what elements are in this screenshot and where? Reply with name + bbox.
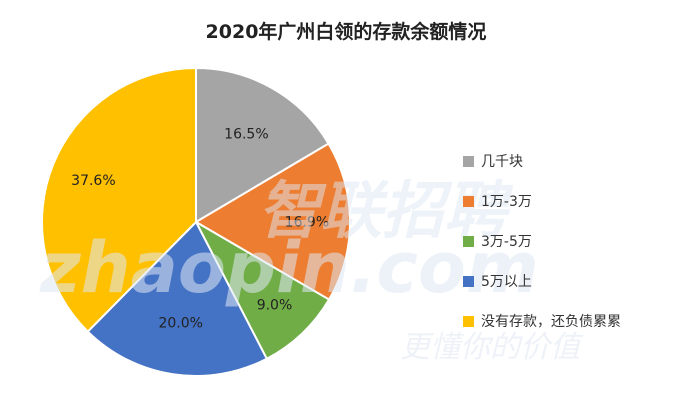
legend-swatch-4 <box>463 276 474 287</box>
pie-slice-4 <box>86 220 269 377</box>
legend-swatch-5 <box>463 316 474 327</box>
slice-label-2: 16.9% <box>285 215 329 231</box>
legend-label-5: 没有存款，还负债累累 <box>481 314 621 330</box>
watermark-slogan: 更懂你的价值 <box>400 330 584 365</box>
slice-label-4: 20.0% <box>158 316 202 332</box>
pie-slice-1 <box>195 66 330 224</box>
chart-title: 2020年广州白领的存款余额情况 <box>206 20 487 43</box>
legend-label-2: 1万-3万 <box>481 194 532 210</box>
legend-label-1: 几千块 <box>481 154 523 170</box>
pie-slice-2 <box>194 142 351 301</box>
slice-labels: 16.5% 16.9% 9.0% 20.0% 37.6% <box>71 127 329 332</box>
legend-swatch-2 <box>463 196 474 207</box>
legend-swatch-3 <box>463 236 474 247</box>
legend-label-3: 3万-5万 <box>481 234 532 250</box>
pie-slice-3 <box>193 219 331 361</box>
watermark: 智联招聘 zhaopin.com 更懂你的价值 <box>39 174 584 365</box>
pie-slice-5 <box>40 66 197 333</box>
watermark-en: zhaopin.com <box>39 227 539 309</box>
slice-label-1: 16.5% <box>224 127 268 143</box>
watermark-cn: 智联招聘 <box>258 174 514 247</box>
pie-slices <box>40 66 351 377</box>
slice-label-5: 37.6% <box>71 173 115 189</box>
slice-label-3: 9.0% <box>257 298 293 314</box>
legend-label-4: 5万以上 <box>481 274 532 290</box>
legend-swatch-1 <box>463 156 474 167</box>
